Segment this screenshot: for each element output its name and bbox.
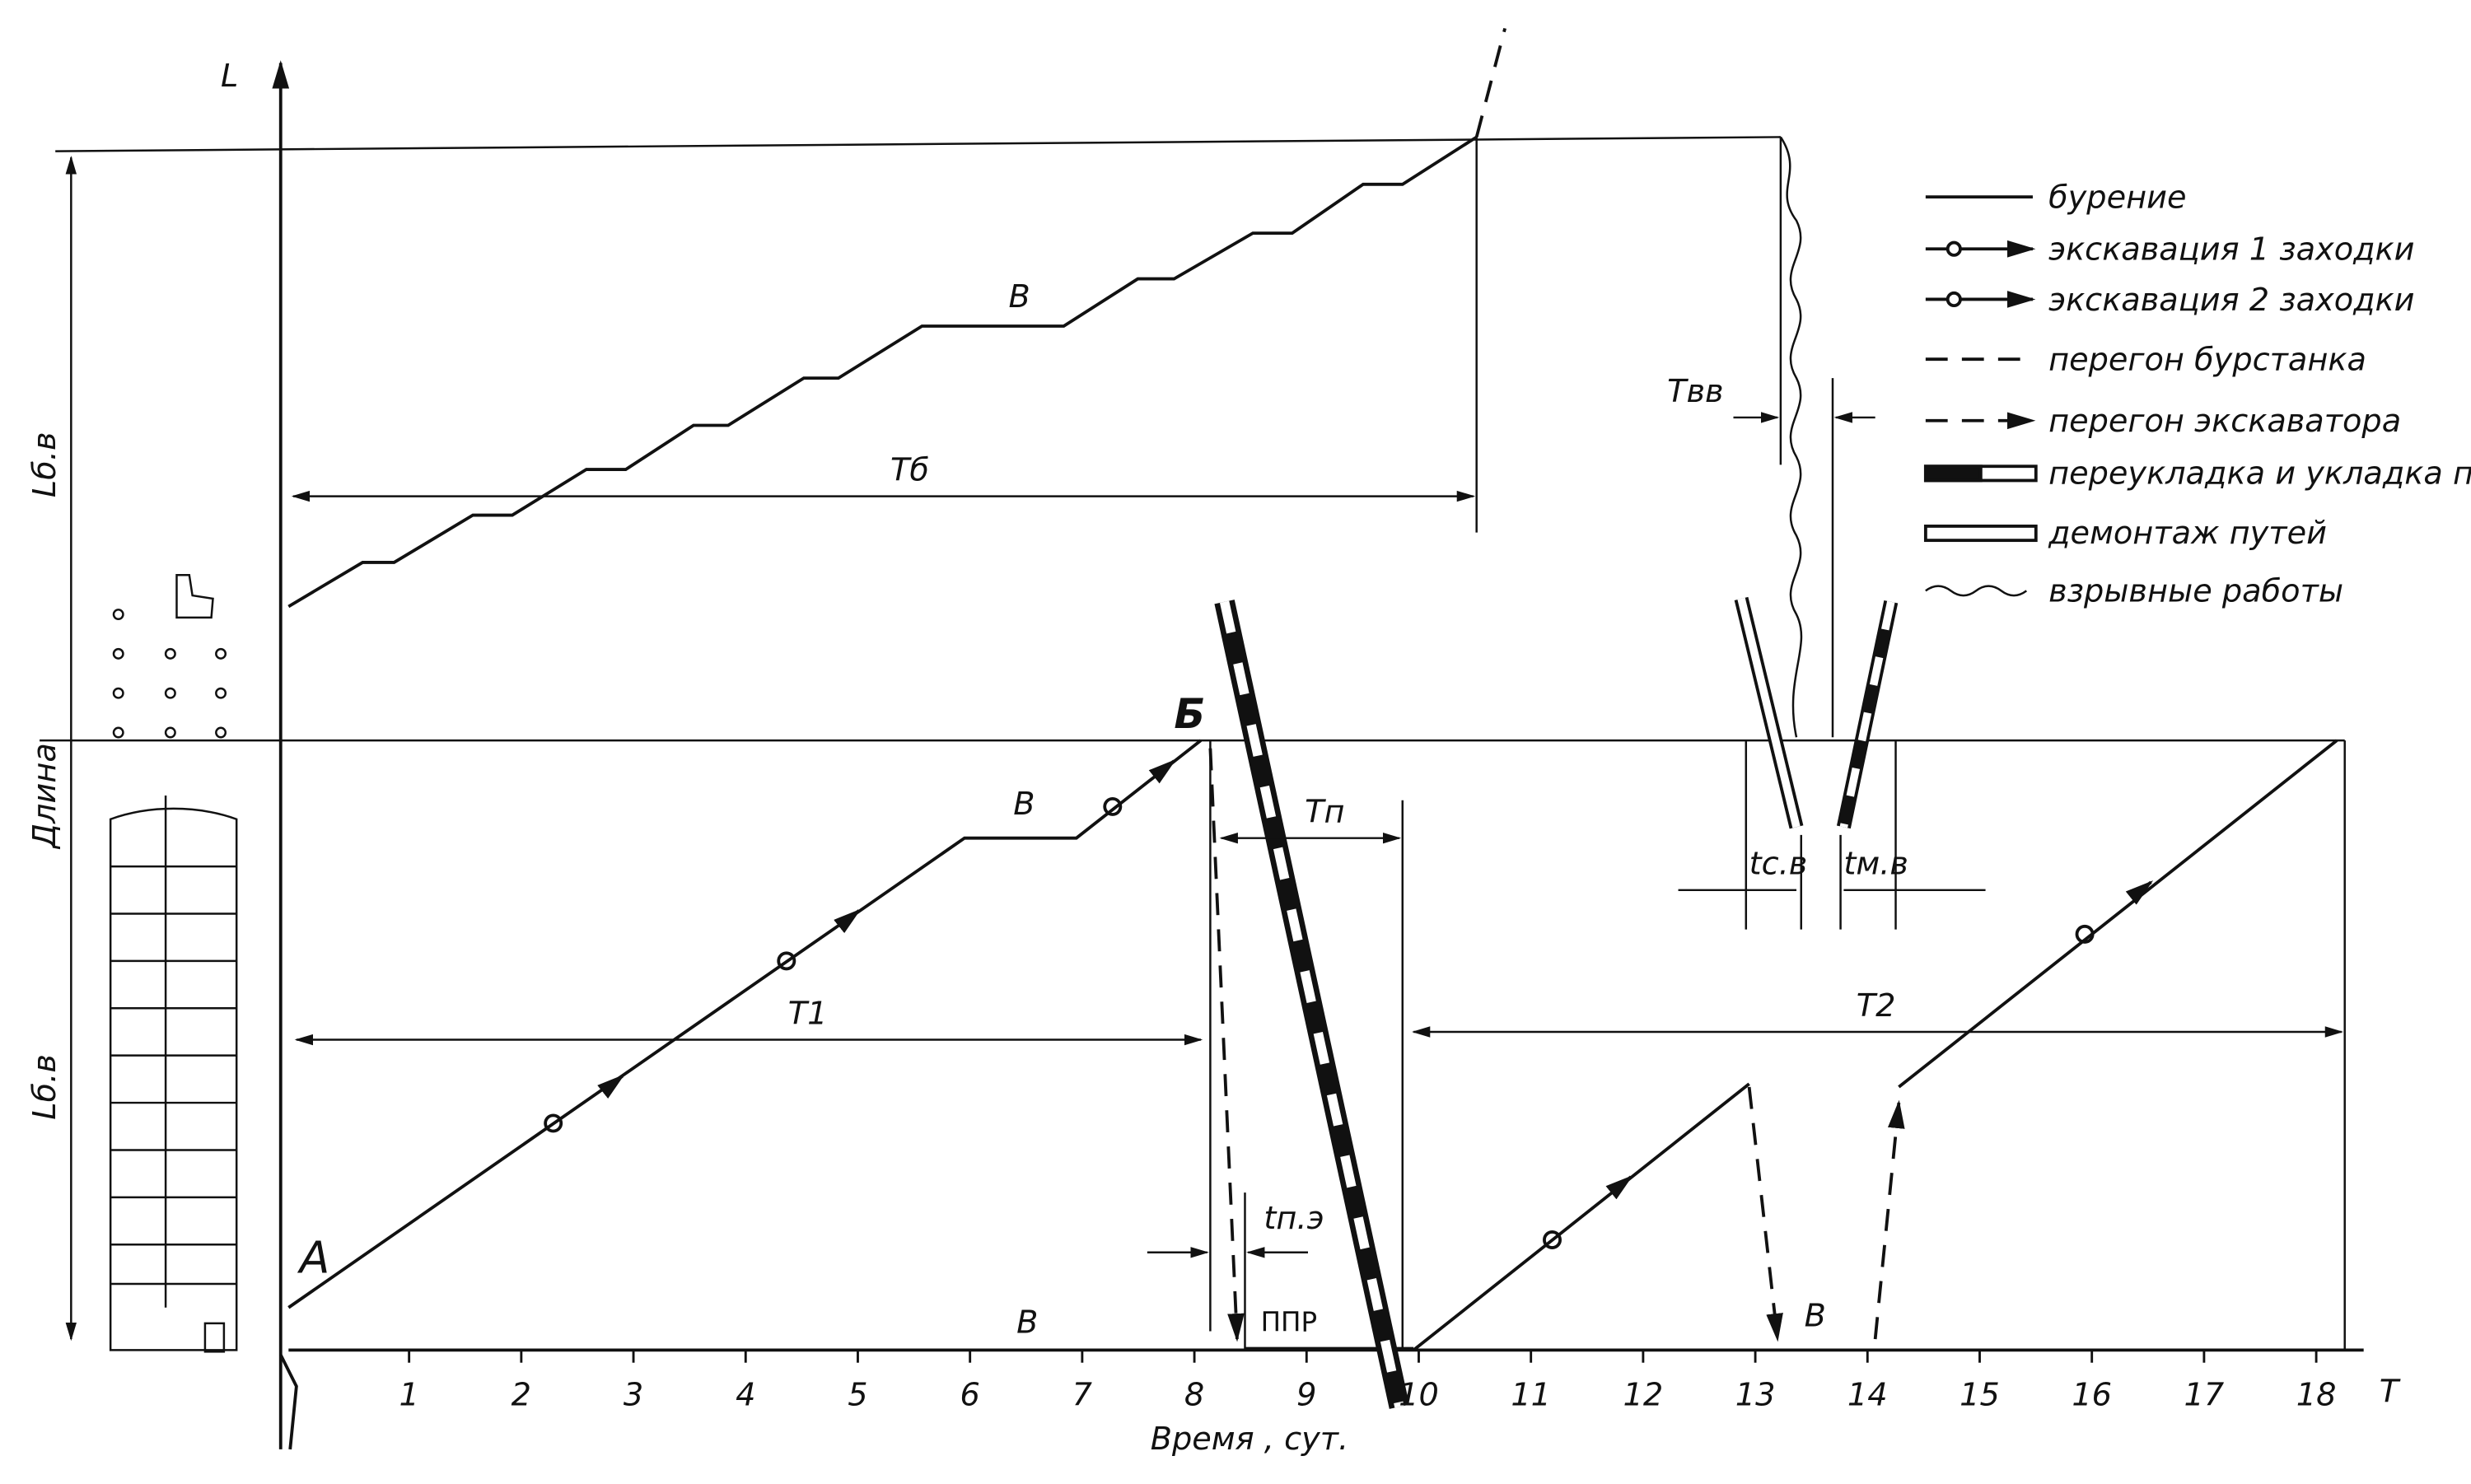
x-tick-label: 2 (511, 1376, 531, 1413)
dim-label: T1 (788, 995, 828, 1032)
legend-label: экскавация 1 заходки (2048, 231, 2414, 268)
dim-label: tс.в (1749, 846, 1808, 883)
legend-label: демонтаж путей (2048, 515, 2327, 552)
point-label: Б (1174, 690, 1205, 738)
y-label: L (221, 58, 238, 95)
texts: L T Время , сут. Длина Lб.в Lб.в Tб T1 T… (26, 58, 2471, 1458)
legend-label: бурение (2048, 180, 2186, 217)
point-label: В (1016, 1304, 1038, 1341)
x-tick-label: 7 (1072, 1376, 1092, 1413)
x-tick-label: 6 (960, 1376, 979, 1413)
x-tick-label: 3 (624, 1376, 643, 1413)
x-tick-label: 5 (848, 1376, 867, 1413)
point-label: В (1009, 278, 1030, 315)
legend-label: перегон бурстанка (2048, 342, 2366, 379)
point-label: A (297, 1232, 330, 1284)
legend-label: экскавация 2 заходки (2048, 282, 2414, 319)
x-tick-label: 13 (1735, 1376, 1776, 1413)
legend-label: переукладка и укладка путей (2048, 455, 2471, 492)
dim-label: Tп (1305, 794, 1344, 831)
x-tick-label: 18 (2296, 1376, 2337, 1413)
x-label: T (2380, 1374, 2401, 1411)
dim-label: Tб (890, 451, 929, 488)
x-tick-label: 10 (1399, 1376, 1439, 1413)
point-label: В (1805, 1298, 1826, 1335)
dim-label: tм.в (1843, 846, 1908, 883)
layout (40, 27, 2364, 1450)
point-label: ППР (1261, 1306, 1318, 1337)
x-tick-label: 1 (399, 1376, 418, 1413)
x-tick-label: 14 (1847, 1376, 1888, 1413)
point-label: В (1013, 786, 1035, 823)
dim-label: Lб.в (26, 432, 63, 498)
x-tick-label: 17 (2184, 1376, 2225, 1413)
x-ticks: 1 2 3 4 5 6 7 8 9 10 11 12 13 14 15 16 17 18 (399, 1350, 2336, 1413)
x-tick-label: 12 (1623, 1376, 1664, 1413)
x-tick-label: 8 (1184, 1376, 1204, 1413)
dim-label: Lб.в (26, 1054, 63, 1120)
dim-label: Tвв (1667, 373, 1723, 410)
x-tick-label: 16 (2072, 1376, 2112, 1413)
legend: бурение экскавация 1 заходки экскавация 2 … (2048, 180, 2471, 610)
x-title: Время , сут. (1151, 1421, 1349, 1458)
x-tick-label: 4 (736, 1376, 755, 1413)
legend-label: взрывные работы (2048, 573, 2343, 610)
y-title: Длина (26, 743, 63, 850)
x-tick-label: 11 (1511, 1376, 1551, 1413)
legend-label: перегон экскаватора (2048, 403, 2401, 440)
x-tick-label: 15 (1960, 1376, 2000, 1413)
dim-label: tп.э (1264, 1200, 1324, 1237)
dim-label: T2 (1857, 987, 1896, 1024)
x-tick-label: 9 (1296, 1376, 1316, 1413)
